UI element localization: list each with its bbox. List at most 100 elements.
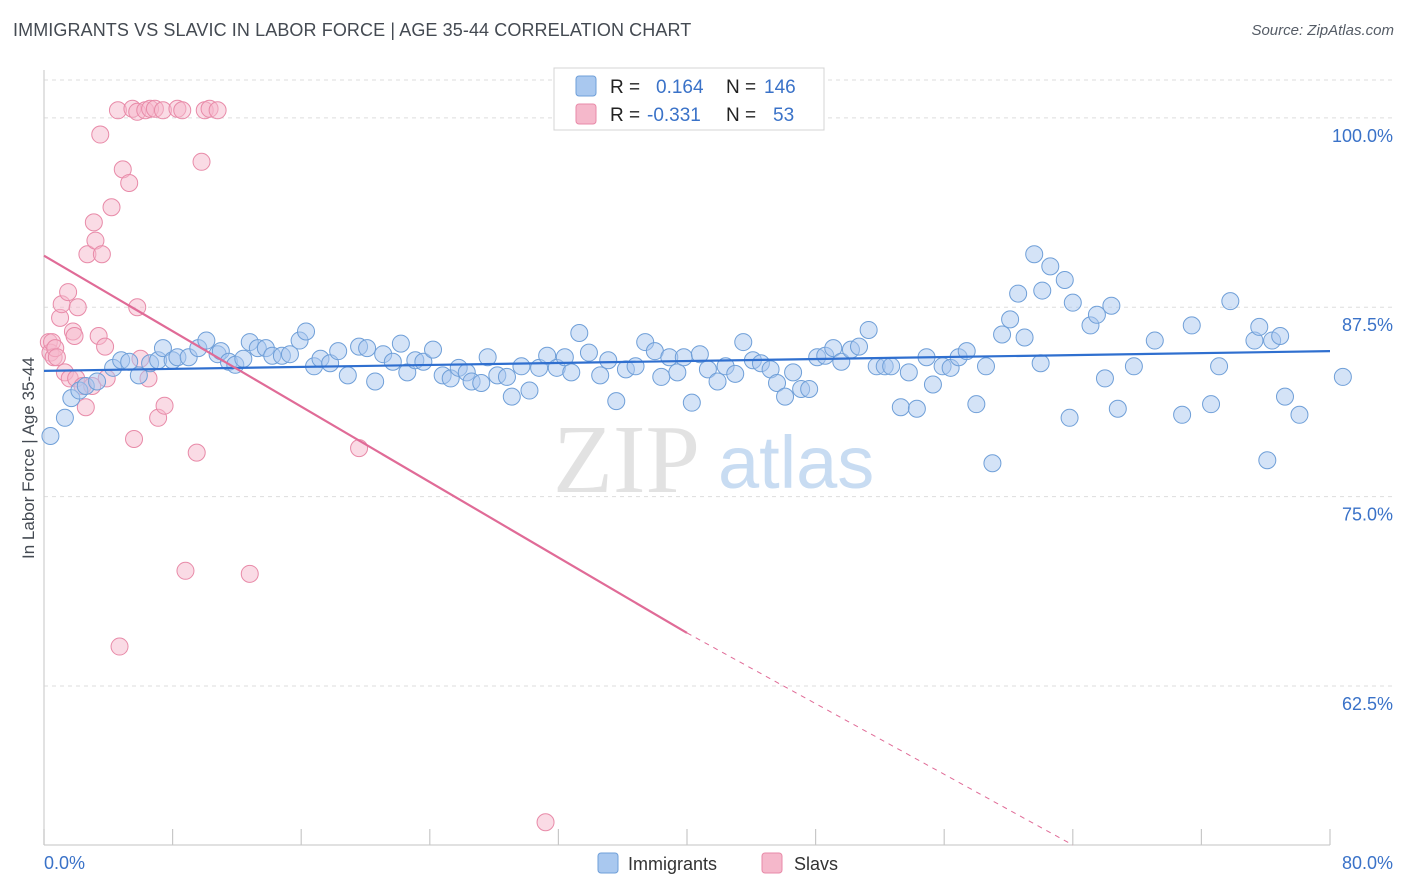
slavs-point [59, 283, 78, 302]
slavs-point [155, 396, 174, 415]
immigrants-point [1221, 292, 1240, 311]
immigrants-point [899, 363, 918, 382]
immigrants-point [1202, 395, 1221, 414]
immigrants-point [768, 373, 787, 392]
immigrants-point [1173, 405, 1192, 424]
immigrants-point [1258, 451, 1277, 470]
slavs-trend-line [43, 254, 688, 634]
y-axis-title: In Labor Force | Age 35-44 [19, 357, 38, 559]
immigrants-point [512, 357, 531, 376]
immigrants-point [502, 387, 521, 406]
immigrants-point [497, 367, 516, 386]
immigrants-point [1031, 354, 1050, 373]
immigrants-point [41, 426, 60, 445]
immigrants-point [280, 345, 299, 364]
immigrants-point [1271, 327, 1290, 346]
slavs-trend-extension [686, 632, 1074, 846]
slavs-point [68, 298, 87, 317]
immigrants-point [1124, 357, 1143, 376]
legend-slavs-n-label: N = [726, 105, 756, 126]
immigrants-trend-line [43, 350, 1331, 372]
bottom-legend-immigrants-swatch [597, 852, 619, 874]
slavs-point [110, 637, 129, 656]
immigrants-point [1108, 399, 1127, 418]
x-axis-ticks [43, 829, 1331, 845]
immigrants-point [1087, 305, 1106, 324]
slavs-points [39, 99, 555, 832]
immigrants-point [562, 363, 581, 382]
immigrants-point [383, 352, 402, 371]
immigrants-point [153, 339, 172, 358]
bottom-legend-slavs-label: Slavs [794, 854, 838, 874]
immigrants-point [1250, 317, 1269, 336]
immigrants-point [1009, 284, 1028, 303]
bottom-legend: Immigrants Slavs [597, 852, 838, 874]
immigrants-point [88, 372, 107, 391]
immigrants-point [682, 393, 701, 412]
immigrants-point [708, 372, 727, 391]
immigrants-point [1033, 281, 1052, 300]
immigrants-point [1210, 357, 1229, 376]
legend-box: R = 0.164 N = 146 R = -0.331 N = 53 [553, 67, 825, 131]
y-tick-labels: 62.5% 75.0% 87.5% 100.0% [1332, 126, 1393, 714]
slavs-point [125, 430, 144, 449]
immigrants-point [579, 343, 598, 362]
bottom-legend-immigrants-label: Immigrants [628, 854, 717, 874]
immigrants-point [957, 342, 976, 361]
immigrants-point [1001, 310, 1020, 329]
immigrants-point [555, 348, 574, 367]
legend-slavs-r-label: R = [610, 105, 640, 126]
immigrants-point [338, 366, 357, 385]
immigrants-point [891, 398, 910, 417]
immigrants-point [784, 363, 803, 382]
slavs-point [120, 174, 139, 193]
immigrants-point [1015, 328, 1034, 347]
slavs-point [208, 101, 227, 120]
y-tick-label: 75.0% [1342, 505, 1393, 525]
immigrants-point [1055, 270, 1074, 289]
immigrants-point [1102, 296, 1121, 315]
legend-immigrants-swatch [575, 75, 597, 97]
legend-slavs-swatch [575, 103, 597, 125]
slavs-point [91, 125, 110, 144]
slavs-point [176, 561, 195, 580]
immigrants-point [129, 366, 148, 385]
immigrants-point [197, 331, 216, 350]
y-tick-label: 100.0% [1332, 126, 1393, 146]
immigrants-point [882, 357, 901, 376]
slavs-point [84, 213, 103, 232]
immigrants-point [1063, 293, 1082, 312]
immigrants-point [859, 320, 878, 339]
immigrants-point [993, 325, 1012, 344]
immigrants-point [776, 387, 795, 406]
immigrants-point [967, 395, 986, 414]
slavs-point [192, 152, 211, 171]
slavs-point [240, 564, 259, 583]
immigrants-point [734, 333, 753, 352]
immigrants-point [297, 322, 316, 341]
chart-title: IMMIGRANTS VS SLAVIC IN LABOR FORCE | AG… [13, 20, 692, 40]
slavs-point [128, 298, 147, 317]
slavs-point [47, 348, 66, 367]
immigrants-point [1041, 257, 1060, 276]
legend-immigrants-n-label: N = [726, 77, 756, 98]
slavs-point [65, 327, 84, 346]
immigrants-point [907, 399, 926, 418]
legend-immigrants-n-value: 146 [764, 77, 796, 98]
watermark-zip: ZIP [553, 406, 700, 514]
immigrants-point [599, 351, 618, 370]
immigrants-point [976, 357, 995, 376]
immigrants-point [520, 381, 539, 400]
immigrants-point [391, 334, 410, 353]
immigrants-point [800, 380, 819, 399]
bottom-legend-slavs-swatch [761, 852, 783, 874]
legend-immigrants-r-value: 0.164 [656, 77, 704, 98]
immigrants-point [472, 373, 491, 392]
slavs-point [96, 337, 115, 356]
legend-slavs-n-value: 53 [773, 105, 794, 126]
legend-immigrants-r-label: R = [610, 77, 640, 98]
immigrants-point [234, 349, 253, 368]
slavs-point [173, 101, 192, 120]
slavs-point [92, 245, 111, 264]
